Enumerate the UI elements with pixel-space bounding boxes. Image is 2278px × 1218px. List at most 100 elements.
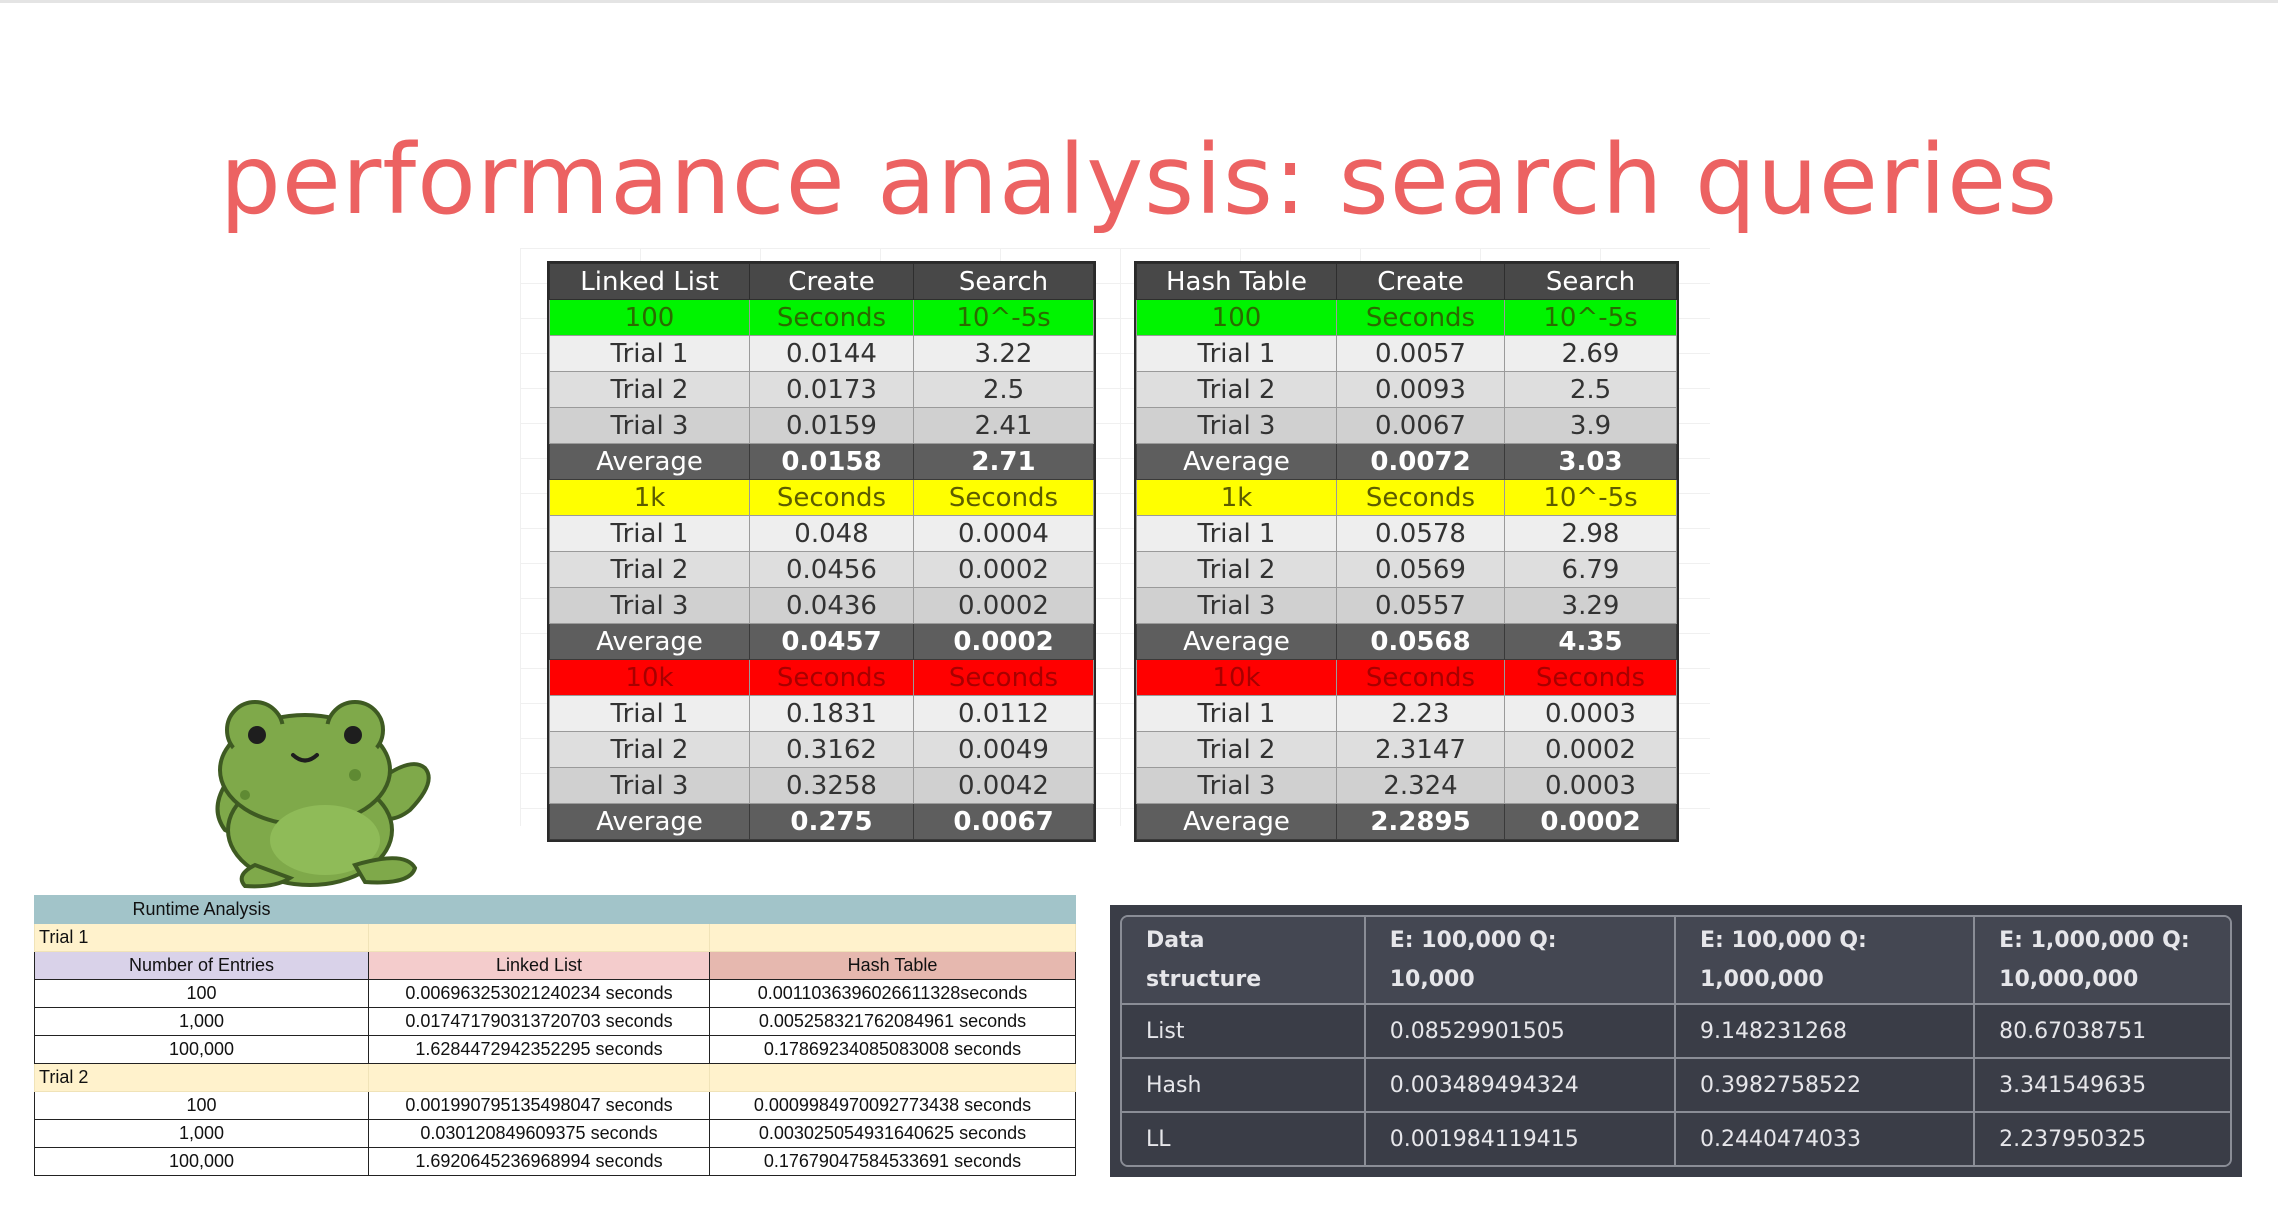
average-cell: Average: [1136, 623, 1337, 660]
cell: 0.1831: [749, 695, 914, 732]
section-unit-label: Seconds: [1504, 659, 1677, 696]
average-cell: Average: [549, 623, 750, 660]
cell: Trial 3: [549, 767, 750, 804]
cell: 0.0173: [749, 371, 914, 408]
average-cell: 0.0067: [913, 803, 1094, 840]
cell: 0.048: [749, 515, 914, 552]
average-cell: Average: [549, 803, 750, 840]
column-header-hash-table: Hash Table: [709, 951, 1076, 980]
table-row: List 0.08529901505 9.148231268 80.670387…: [1122, 1005, 2230, 1059]
cell: 0.005258321762084961 seconds: [709, 1007, 1076, 1036]
table-row: 100 0.001990795135498047 seconds 0.00099…: [34, 1091, 1076, 1120]
cell: 0.006963253021240234 seconds: [368, 979, 710, 1008]
cell: 0.0067: [1336, 407, 1505, 444]
cell: 0.0057: [1336, 335, 1505, 372]
cell: 0.0569: [1336, 551, 1505, 588]
average-row: Average 0.275 0.0067: [549, 803, 1094, 840]
cell: 0.17869234085083008 seconds: [709, 1035, 1076, 1064]
trial-row: Trial 3 2.324 0.0003: [1136, 767, 1677, 804]
cell: Trial 1: [549, 695, 750, 732]
average-cell: Average: [1136, 803, 1337, 840]
trial-row: Trial 1 0.048 0.0004: [549, 515, 1094, 552]
section-header-row: 100 Seconds 10^-5s: [549, 299, 1094, 336]
runtime-analysis-table: Runtime Analysis Trial 1 Number of Entri…: [34, 895, 1076, 1176]
cell: 0.0002: [913, 587, 1094, 624]
cell: 2.237950325: [1975, 1113, 2230, 1165]
results-panel: Data structure E: 100,000 Q: 10,000 E: 100…: [1110, 905, 2242, 1177]
average-cell: Average: [549, 443, 750, 480]
section-header-row: 1k Seconds Seconds: [549, 479, 1094, 516]
cell: Trial 2: [1136, 371, 1337, 408]
table-row: 100,000 1.6284472942352295 seconds 0.178…: [34, 1035, 1076, 1064]
trial-row: Trial 2 0.0093 2.5: [1136, 371, 1677, 408]
cell: 0.17679047584533691 seconds: [709, 1147, 1076, 1176]
column-header-entries: Number of Entries: [34, 951, 369, 980]
section-unit-label: Seconds: [749, 479, 914, 516]
cell: Trial 3: [1136, 407, 1337, 444]
hash-table-header-2: Search: [1504, 263, 1677, 300]
cell: 0.0159: [749, 407, 914, 444]
cell: Trial 1: [1136, 335, 1337, 372]
trial-row: Trial 3 0.0557 3.29: [1136, 587, 1677, 624]
cell: 100: [34, 979, 369, 1008]
cell: 2.3147: [1336, 731, 1505, 768]
cell: 0.0003: [1504, 695, 1677, 732]
section-header-row: 10k Seconds Seconds: [549, 659, 1094, 696]
cell: Trial 3: [1136, 587, 1337, 624]
cell: 80.67038751: [1975, 1005, 2230, 1059]
average-row: Average 0.0457 0.0002: [549, 623, 1094, 660]
average-cell: 3.03: [1504, 443, 1677, 480]
average-cell: 0.0568: [1336, 623, 1505, 660]
cell: 2.23: [1336, 695, 1505, 732]
cell: 3.9: [1504, 407, 1677, 444]
table-row: 100 0.006963253021240234 seconds 0.00110…: [34, 979, 1076, 1008]
cell: 1,000: [34, 1007, 369, 1036]
cell: Trial 1: [549, 335, 750, 372]
cell: 0.0093: [1336, 371, 1505, 408]
section-header-row: 10k Seconds Seconds: [1136, 659, 1677, 696]
cell: 100,000: [34, 1147, 369, 1176]
hash-table-header-1: Create: [1336, 263, 1505, 300]
section-unit-label: Seconds: [1336, 659, 1505, 696]
average-cell: 0.275: [749, 803, 914, 840]
cell: 0.0049: [913, 731, 1094, 768]
cell: List: [1122, 1005, 1366, 1059]
trial-row: Trial 2 0.3162 0.0049: [549, 731, 1094, 768]
cell: Trial 2: [549, 371, 750, 408]
trial-row: Trial 3 0.0067 3.9: [1136, 407, 1677, 444]
cell: 2.5: [913, 371, 1094, 408]
trial-label: Trial 2: [34, 1063, 369, 1092]
header-e100k-q10k: E: 100,000 Q: 10,000: [1365, 917, 1676, 1005]
results-table: Data structure E: 100,000 Q: 10,000 E: 100…: [1120, 915, 2232, 1167]
top-border: [0, 0, 2278, 3]
cell: 0.0112: [913, 695, 1094, 732]
cell: 1.6920645236968994 seconds: [368, 1147, 710, 1176]
section-unit-label: 10^-5s: [1504, 299, 1677, 336]
average-cell: 0.0002: [913, 623, 1094, 660]
average-cell: 0.0457: [749, 623, 914, 660]
section-size-label: 100: [1136, 299, 1337, 336]
cell: 0.003489494324: [1365, 1059, 1676, 1113]
table-row: 1,000 0.030120849609375 seconds 0.003025…: [34, 1119, 1076, 1148]
cell: Trial 3: [1136, 767, 1337, 804]
trial-row: Trial 1 0.0578 2.98: [1136, 515, 1677, 552]
section-unit-label: Seconds: [749, 299, 914, 336]
cell: 0.001990795135498047 seconds: [368, 1091, 710, 1120]
cell: 2.69: [1504, 335, 1677, 372]
header-e1m-q10m: E: 1,000,000 Q: 10,000,000: [1975, 917, 2230, 1005]
cell: 0.0436: [749, 587, 914, 624]
cell: 2.41: [913, 407, 1094, 444]
average-row: Average 0.0158 2.71: [549, 443, 1094, 480]
section-size-label: 10k: [549, 659, 750, 696]
page-title: performance analysis: search queries: [219, 124, 2059, 236]
cell: 0.003025054931640625 seconds: [709, 1119, 1076, 1148]
cell: 100,000: [34, 1035, 369, 1064]
cell: 0.0004: [913, 515, 1094, 552]
cell: 2.5: [1504, 371, 1677, 408]
section-unit-label: Seconds: [913, 659, 1094, 696]
linked-list-table: Linked List Create Search 100 Seconds 10^-5s T…: [547, 261, 1096, 842]
linked-list-header-0: Linked List: [549, 263, 750, 300]
average-cell: 0.0002: [1504, 803, 1677, 840]
average-row: Average 0.0568 4.35: [1136, 623, 1677, 660]
cell: 1,000: [34, 1119, 369, 1148]
